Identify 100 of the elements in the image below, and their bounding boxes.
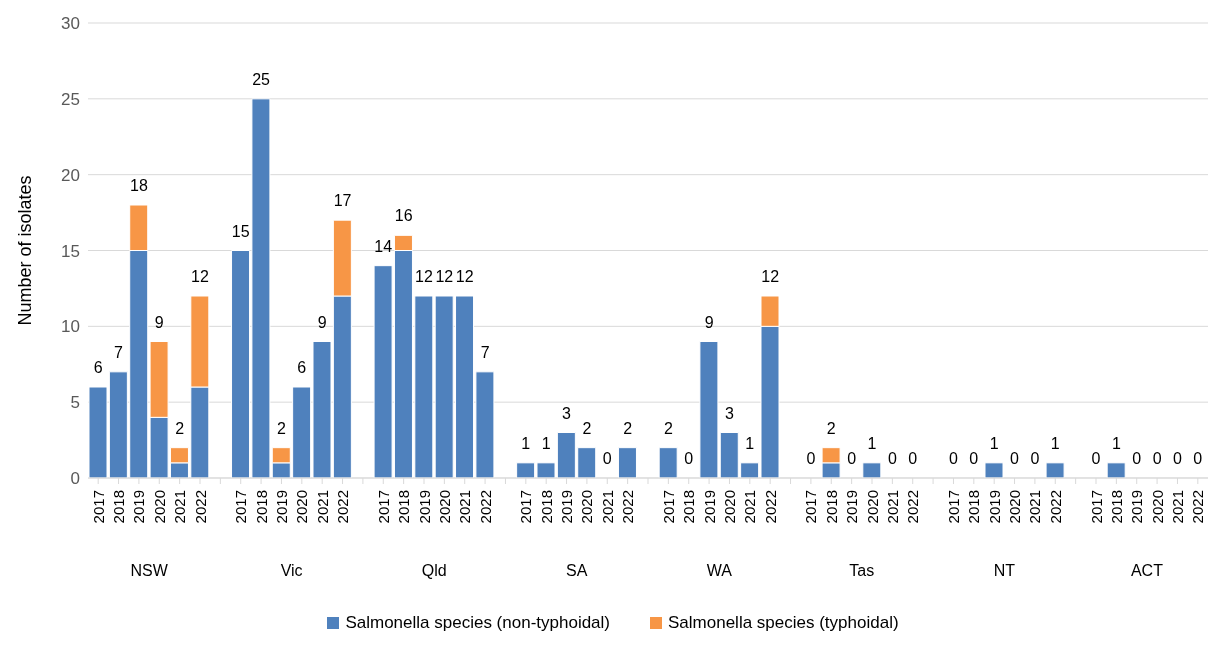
- text: Qld: [421, 562, 447, 579]
- x-tick-label: 2017: [659, 490, 677, 524]
- x-tick-label: 2019: [985, 490, 1003, 524]
- total-label: 0: [1030, 450, 1040, 467]
- x-tick-label: 2020: [1006, 490, 1024, 524]
- total-label: 3: [562, 404, 572, 422]
- x-tick-label: 2022: [334, 490, 352, 524]
- x-tick-label: 2019: [700, 490, 718, 524]
- total-label: 12: [415, 268, 433, 285]
- x-tick-label: 2019: [272, 490, 290, 524]
- total-label: 0: [1152, 450, 1162, 467]
- legend-label: Salmonella species (non-typhoidal): [345, 613, 611, 633]
- x-tick-label: 2021: [313, 490, 331, 524]
- x-tick-label: 2021: [171, 490, 189, 524]
- total-label: 1: [541, 434, 551, 452]
- x-tick-label: 2020: [150, 490, 168, 524]
- total-label: 15: [231, 222, 250, 240]
- y-tick-label: 15: [61, 241, 80, 261]
- y-tick-label: 20: [61, 165, 80, 185]
- total-label: 0: [1173, 450, 1182, 467]
- total-label: 2: [826, 419, 836, 437]
- x-tick-label: 2017: [232, 490, 250, 524]
- text: Tas: [849, 562, 875, 579]
- x-tick-label: 2020: [720, 490, 738, 524]
- text: SA: [566, 562, 588, 579]
- total-label: 1: [1050, 434, 1060, 452]
- total-label: 9: [704, 313, 714, 331]
- total-label: 2: [663, 419, 673, 437]
- total-label: 0: [887, 450, 897, 467]
- x-tick-label: 2020: [293, 490, 311, 524]
- total-label: 25: [252, 70, 271, 88]
- bar: [658, 447, 678, 478]
- x-tick-label: 2022: [191, 490, 209, 524]
- x-tick-label: 2018: [537, 490, 555, 524]
- bar: [862, 462, 882, 478]
- y-tick-label: 25: [61, 89, 80, 109]
- y-tick-label: 0: [70, 469, 80, 489]
- x-tick-label: 2017: [944, 490, 962, 524]
- total-label: 0: [684, 450, 694, 467]
- x-tick-label: 2021: [598, 490, 616, 524]
- total-label: 1: [521, 434, 531, 452]
- total-label: 0: [1091, 450, 1101, 467]
- total-label: 12: [455, 268, 474, 285]
- total-label: 18: [130, 177, 148, 194]
- total-label: 0: [847, 450, 857, 467]
- total-label: 1: [867, 434, 877, 452]
- x-tick-label: 2022: [761, 490, 779, 524]
- bar: [617, 447, 637, 478]
- total-label: 14: [374, 237, 393, 255]
- x-tick-label: 2020: [1148, 490, 1166, 524]
- text: NSW: [130, 562, 169, 579]
- x-tick-label: 2021: [741, 490, 759, 524]
- x-tick-label: 2021: [883, 490, 901, 524]
- x-tick-label: 2020: [863, 490, 881, 524]
- total-label: 3: [725, 404, 734, 422]
- total-label: 17: [333, 192, 352, 210]
- total-label: 1: [745, 434, 755, 452]
- total-label: 0: [806, 450, 816, 467]
- total-label: 0: [1193, 450, 1203, 467]
- total-label: 16: [394, 207, 413, 225]
- x-tick-label: 2017: [1087, 490, 1105, 524]
- x-tick-label: 2022: [1046, 490, 1064, 524]
- x-tick-label: 2019: [1128, 490, 1146, 524]
- x-tick-label: 2018: [395, 490, 413, 524]
- x-tick-label: 2018: [110, 490, 128, 524]
- x-tick-label: 2018: [1107, 490, 1125, 524]
- y-tick-label: 30: [61, 14, 80, 34]
- x-tick-label: 2017: [517, 490, 535, 524]
- x-tick-label: 2019: [558, 490, 576, 524]
- y-tick-label: 10: [61, 317, 80, 337]
- x-tick-label: 2020: [578, 490, 596, 524]
- x-tick-label: 2022: [1189, 490, 1207, 524]
- x-tick-label: 2019: [415, 490, 433, 524]
- total-label: 12: [435, 268, 454, 285]
- bar: [1045, 462, 1065, 478]
- legend-label: Salmonella species (typhoidal): [668, 613, 899, 633]
- total-label: 1: [1111, 434, 1121, 452]
- total-label: 0: [969, 450, 979, 467]
- x-tick-label: 2021: [1168, 490, 1186, 524]
- total-label: 0: [1132, 450, 1142, 467]
- x-tick-label: 2022: [476, 490, 494, 524]
- total-label: 0: [949, 450, 958, 467]
- total-label: 1: [989, 434, 999, 452]
- total-label: 9: [317, 313, 327, 331]
- bar: [984, 462, 1004, 478]
- total-label: 12: [761, 268, 780, 285]
- y-axis-title: Number of isolates: [15, 175, 36, 326]
- total-label: 2: [175, 419, 185, 437]
- text: Vic: [280, 562, 303, 579]
- x-tick-label: 2018: [680, 490, 698, 524]
- x-tick-label: 2019: [843, 490, 861, 524]
- bar: [1106, 462, 1126, 478]
- x-tick-label: 2018: [252, 490, 270, 524]
- total-label: 9: [154, 313, 164, 331]
- total-label: 2: [277, 419, 286, 437]
- x-tick-label: 2022: [619, 490, 637, 524]
- total-label: 0: [602, 450, 612, 467]
- x-tick-label: 2020: [435, 490, 453, 524]
- total-label: 7: [480, 343, 490, 361]
- total-label: 6: [93, 359, 103, 376]
